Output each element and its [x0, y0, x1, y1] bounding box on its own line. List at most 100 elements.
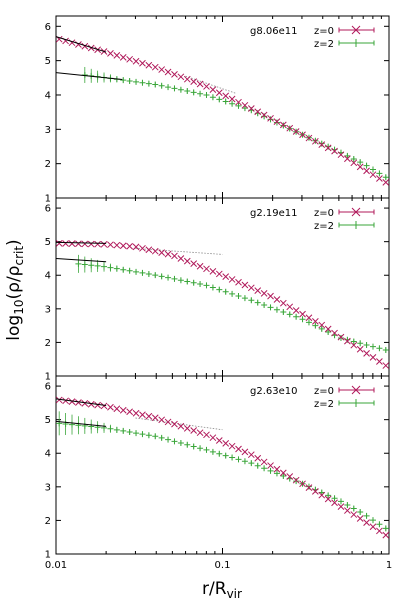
z2-point — [267, 304, 274, 311]
x-tick-label: 0.1 — [215, 560, 231, 571]
z0-point — [119, 53, 127, 61]
y-tick-label: 1 — [45, 194, 51, 205]
z0-point — [145, 246, 153, 254]
panel-label: g2.19e11 — [250, 208, 298, 219]
z0-point — [267, 292, 274, 300]
z0-point — [190, 260, 198, 268]
z0-point — [247, 105, 255, 112]
z2-point — [120, 77, 127, 84]
z0-point — [286, 303, 294, 311]
z2-point — [113, 265, 120, 272]
z2-point — [357, 340, 364, 347]
legend-marker-cross — [351, 207, 361, 217]
z0-point — [126, 55, 133, 63]
z0-point — [292, 307, 300, 314]
z0-point — [171, 71, 178, 78]
z0-point — [369, 171, 377, 179]
z2-point — [177, 440, 184, 447]
z2-point — [248, 460, 255, 467]
z0-point — [107, 50, 114, 57]
z2-point — [337, 334, 344, 341]
z0-point — [62, 397, 69, 405]
z2-point — [190, 89, 197, 96]
z0-point — [344, 337, 351, 345]
z2-point — [145, 432, 152, 439]
panel-1: 1 2 3 4 5 6 g8.06e11 z=0 z=2 — [45, 15, 390, 205]
z0-point — [119, 242, 127, 250]
z0-point — [87, 400, 95, 408]
z0-point — [260, 290, 268, 297]
z2-point — [241, 105, 248, 112]
z0-point — [222, 439, 230, 447]
z2-point — [235, 456, 242, 463]
z0-point — [139, 244, 146, 252]
z0-point — [94, 240, 101, 248]
y-tick-label: 2 — [45, 159, 51, 170]
z2-point — [325, 329, 332, 336]
y-axis-title: log10(ρ/ρcrit) — [4, 239, 26, 340]
z2-point — [139, 79, 146, 86]
legend-marker-cross — [351, 385, 361, 395]
y-tick-label: 1 — [45, 550, 51, 561]
z2-point — [152, 81, 159, 88]
z2-point — [280, 472, 287, 479]
z0-point — [164, 68, 172, 76]
z0-point — [75, 399, 82, 406]
z0-point — [382, 178, 390, 186]
z0-point — [164, 250, 172, 258]
z0-point — [94, 401, 101, 409]
z0-point — [113, 52, 121, 59]
z2-point — [261, 301, 268, 308]
z0-point — [369, 523, 377, 531]
y-tick-label: 6 — [45, 22, 51, 33]
y-tick-label: 6 — [45, 382, 51, 393]
z0-point — [292, 476, 300, 484]
z0-point — [299, 480, 306, 488]
z2-point — [254, 299, 261, 306]
panel-2: 1 2 3 4 5 6 g2.19e11 z=0 z=2 — [45, 197, 390, 383]
y-tick-label: 5 — [45, 56, 51, 67]
z2-point — [376, 170, 383, 177]
z0-point — [337, 333, 345, 341]
z2-point — [363, 162, 370, 169]
x-tick-label: 1 — [386, 560, 392, 571]
z0-point — [337, 503, 345, 510]
z2-point — [197, 281, 204, 288]
z0-point — [171, 252, 178, 260]
z2-point — [305, 319, 312, 326]
z0-point — [241, 281, 249, 289]
z0-point — [139, 411, 146, 419]
z0-point — [145, 61, 153, 69]
z0-point — [292, 128, 300, 135]
reference-dotted-line — [135, 417, 223, 431]
z2-point — [350, 505, 357, 512]
z0-point — [55, 240, 63, 247]
z0-point — [305, 134, 313, 142]
z0-point — [356, 515, 364, 522]
z2-point — [286, 311, 293, 318]
z2-point — [280, 309, 287, 316]
z0-point — [331, 147, 338, 155]
z0-point — [55, 396, 63, 404]
z0-point — [203, 83, 210, 90]
y-tick-label: 1 — [45, 372, 51, 383]
z2-point — [126, 78, 133, 85]
z0-fit-line — [55, 36, 107, 53]
z2-point — [94, 262, 101, 269]
z0-point — [363, 519, 370, 526]
z0-point — [183, 257, 191, 265]
z0-point — [350, 511, 358, 518]
z0-point — [113, 241, 121, 249]
z2-point — [229, 100, 236, 107]
z0-point — [132, 57, 140, 65]
z2-point — [152, 272, 159, 279]
y-tick-label: 4 — [45, 90, 51, 101]
y-tick-label: 2 — [45, 516, 51, 527]
legend-label: z=2 — [314, 39, 334, 50]
panel-3: 1 2 3 4 5 6 g2.63e10 z=0 z=2 — [45, 375, 390, 561]
z2-point — [261, 465, 268, 472]
z2-point — [248, 297, 255, 304]
z2-point — [229, 454, 236, 461]
z0-point — [247, 284, 255, 292]
z0-point — [312, 318, 319, 325]
